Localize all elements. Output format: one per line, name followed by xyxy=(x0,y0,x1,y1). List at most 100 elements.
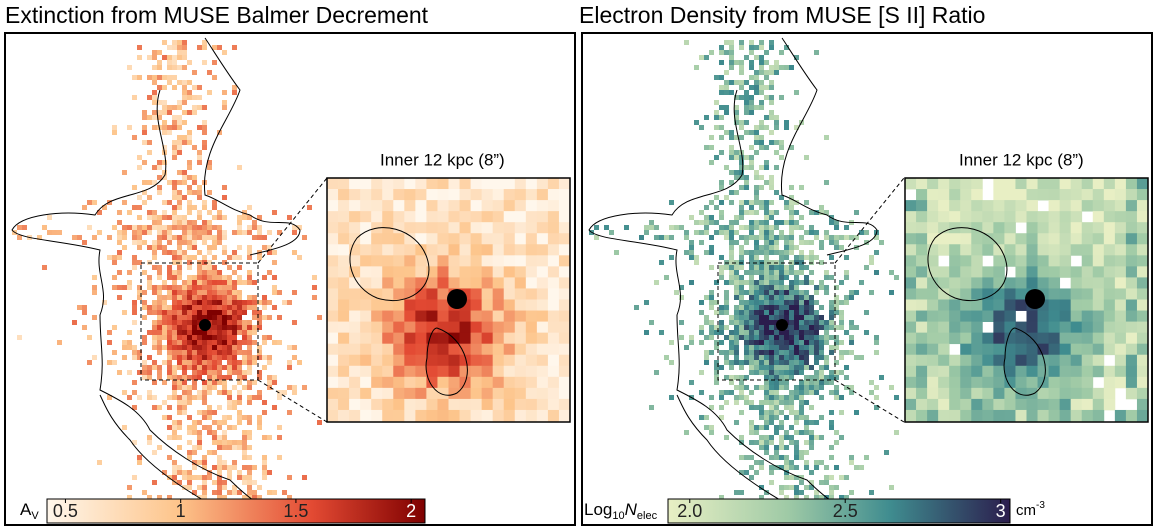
inset-pixel xyxy=(938,288,950,300)
map-pixel xyxy=(714,75,719,80)
map-pixel xyxy=(112,225,117,230)
map-pixel xyxy=(849,455,854,460)
map-pixel xyxy=(172,385,177,390)
inset-pixel xyxy=(1092,244,1105,256)
map-pixel xyxy=(834,295,839,300)
map-pixel xyxy=(277,435,282,440)
map-pixel xyxy=(729,340,734,345)
map-pixel xyxy=(839,245,844,250)
map-pixel xyxy=(157,50,162,55)
inset-pixel xyxy=(503,266,516,278)
inset-pixel xyxy=(470,321,483,334)
inset-pixel xyxy=(393,376,405,389)
inset-pixel xyxy=(916,365,928,378)
map-pixel xyxy=(799,330,804,335)
map-pixel xyxy=(784,295,789,300)
map-pixel xyxy=(779,270,784,275)
map-pixel xyxy=(177,115,182,120)
inset-pixel xyxy=(905,233,917,245)
map-pixel xyxy=(739,205,744,210)
inset-pixel xyxy=(1136,354,1149,367)
inset-pixel xyxy=(327,409,339,422)
inset-pixel xyxy=(1048,277,1061,289)
map-pixel xyxy=(222,290,227,295)
inset-pixel xyxy=(1092,321,1105,334)
map-pixel xyxy=(824,210,829,215)
inset-pixel xyxy=(1026,365,1038,378)
map-pixel xyxy=(759,80,764,85)
map-pixel xyxy=(247,320,252,325)
map-pixel xyxy=(824,330,829,335)
map-pixel xyxy=(769,270,774,275)
inset-pixel xyxy=(1081,277,1094,289)
map-pixel xyxy=(829,495,834,500)
map-pixel xyxy=(789,145,794,150)
map-pixel xyxy=(784,340,789,345)
inset-pixel xyxy=(437,343,449,356)
map-pixel xyxy=(177,235,182,240)
map-pixel xyxy=(774,285,779,290)
map-pixel xyxy=(242,445,247,450)
map-pixel xyxy=(152,330,157,335)
inset-pixel xyxy=(1070,233,1083,245)
map-pixel xyxy=(759,485,764,490)
map-pixel xyxy=(212,245,217,250)
map-pixel xyxy=(267,490,272,495)
map-pixel xyxy=(187,175,192,180)
map-pixel xyxy=(227,330,232,335)
map-pixel xyxy=(844,225,849,230)
inset-pixel xyxy=(415,266,427,278)
map-pixel xyxy=(257,255,262,260)
map-pixel xyxy=(729,80,734,85)
map-pixel xyxy=(212,200,217,205)
map-pixel xyxy=(754,200,759,205)
inset-pixel xyxy=(481,299,494,311)
inset-pixel xyxy=(1004,343,1016,356)
map-pixel xyxy=(769,335,774,340)
map-pixel xyxy=(744,80,749,85)
map-pixel xyxy=(749,430,754,435)
map-pixel xyxy=(729,315,734,320)
map-pixel xyxy=(217,225,222,230)
map-pixel xyxy=(734,135,739,140)
map-pixel xyxy=(759,45,764,50)
map-pixel xyxy=(749,280,754,285)
map-pixel xyxy=(724,235,729,240)
map-pixel xyxy=(257,215,262,220)
map-pixel xyxy=(694,260,699,265)
inset-pixel xyxy=(1070,387,1083,400)
map-pixel xyxy=(277,425,282,430)
map-pixel xyxy=(739,490,744,495)
inset-pixel xyxy=(1092,332,1105,345)
map-pixel xyxy=(804,305,809,310)
map-pixel xyxy=(779,275,784,280)
inset-pixel xyxy=(1026,211,1038,223)
map-pixel xyxy=(267,375,272,380)
inset-pixel xyxy=(1026,321,1038,334)
map-pixel xyxy=(222,245,227,250)
map-pixel xyxy=(829,475,834,480)
map-pixel xyxy=(784,475,789,480)
map-pixel xyxy=(247,295,252,300)
colorbar-label: AV xyxy=(20,500,39,521)
map-pixel xyxy=(202,285,207,290)
map-pixel xyxy=(809,270,814,275)
map-pixel xyxy=(704,215,709,220)
map-pixel xyxy=(187,310,192,315)
map-pixel xyxy=(754,265,759,270)
map-pixel xyxy=(749,345,754,350)
inset-pixel xyxy=(382,354,394,367)
map-pixel xyxy=(207,365,212,370)
inset-pixel xyxy=(327,343,339,356)
inset-pixel xyxy=(949,398,961,411)
inset-pixel xyxy=(448,365,460,378)
map-pixel xyxy=(749,110,754,115)
inset-pixel xyxy=(426,321,438,334)
inset-pixel xyxy=(360,343,372,356)
map-pixel xyxy=(759,65,764,70)
map-pixel xyxy=(182,80,187,85)
map-pixel xyxy=(172,205,177,210)
map-pixel xyxy=(247,420,252,425)
inset-pixel xyxy=(415,211,427,223)
inset-pixel xyxy=(327,365,339,378)
